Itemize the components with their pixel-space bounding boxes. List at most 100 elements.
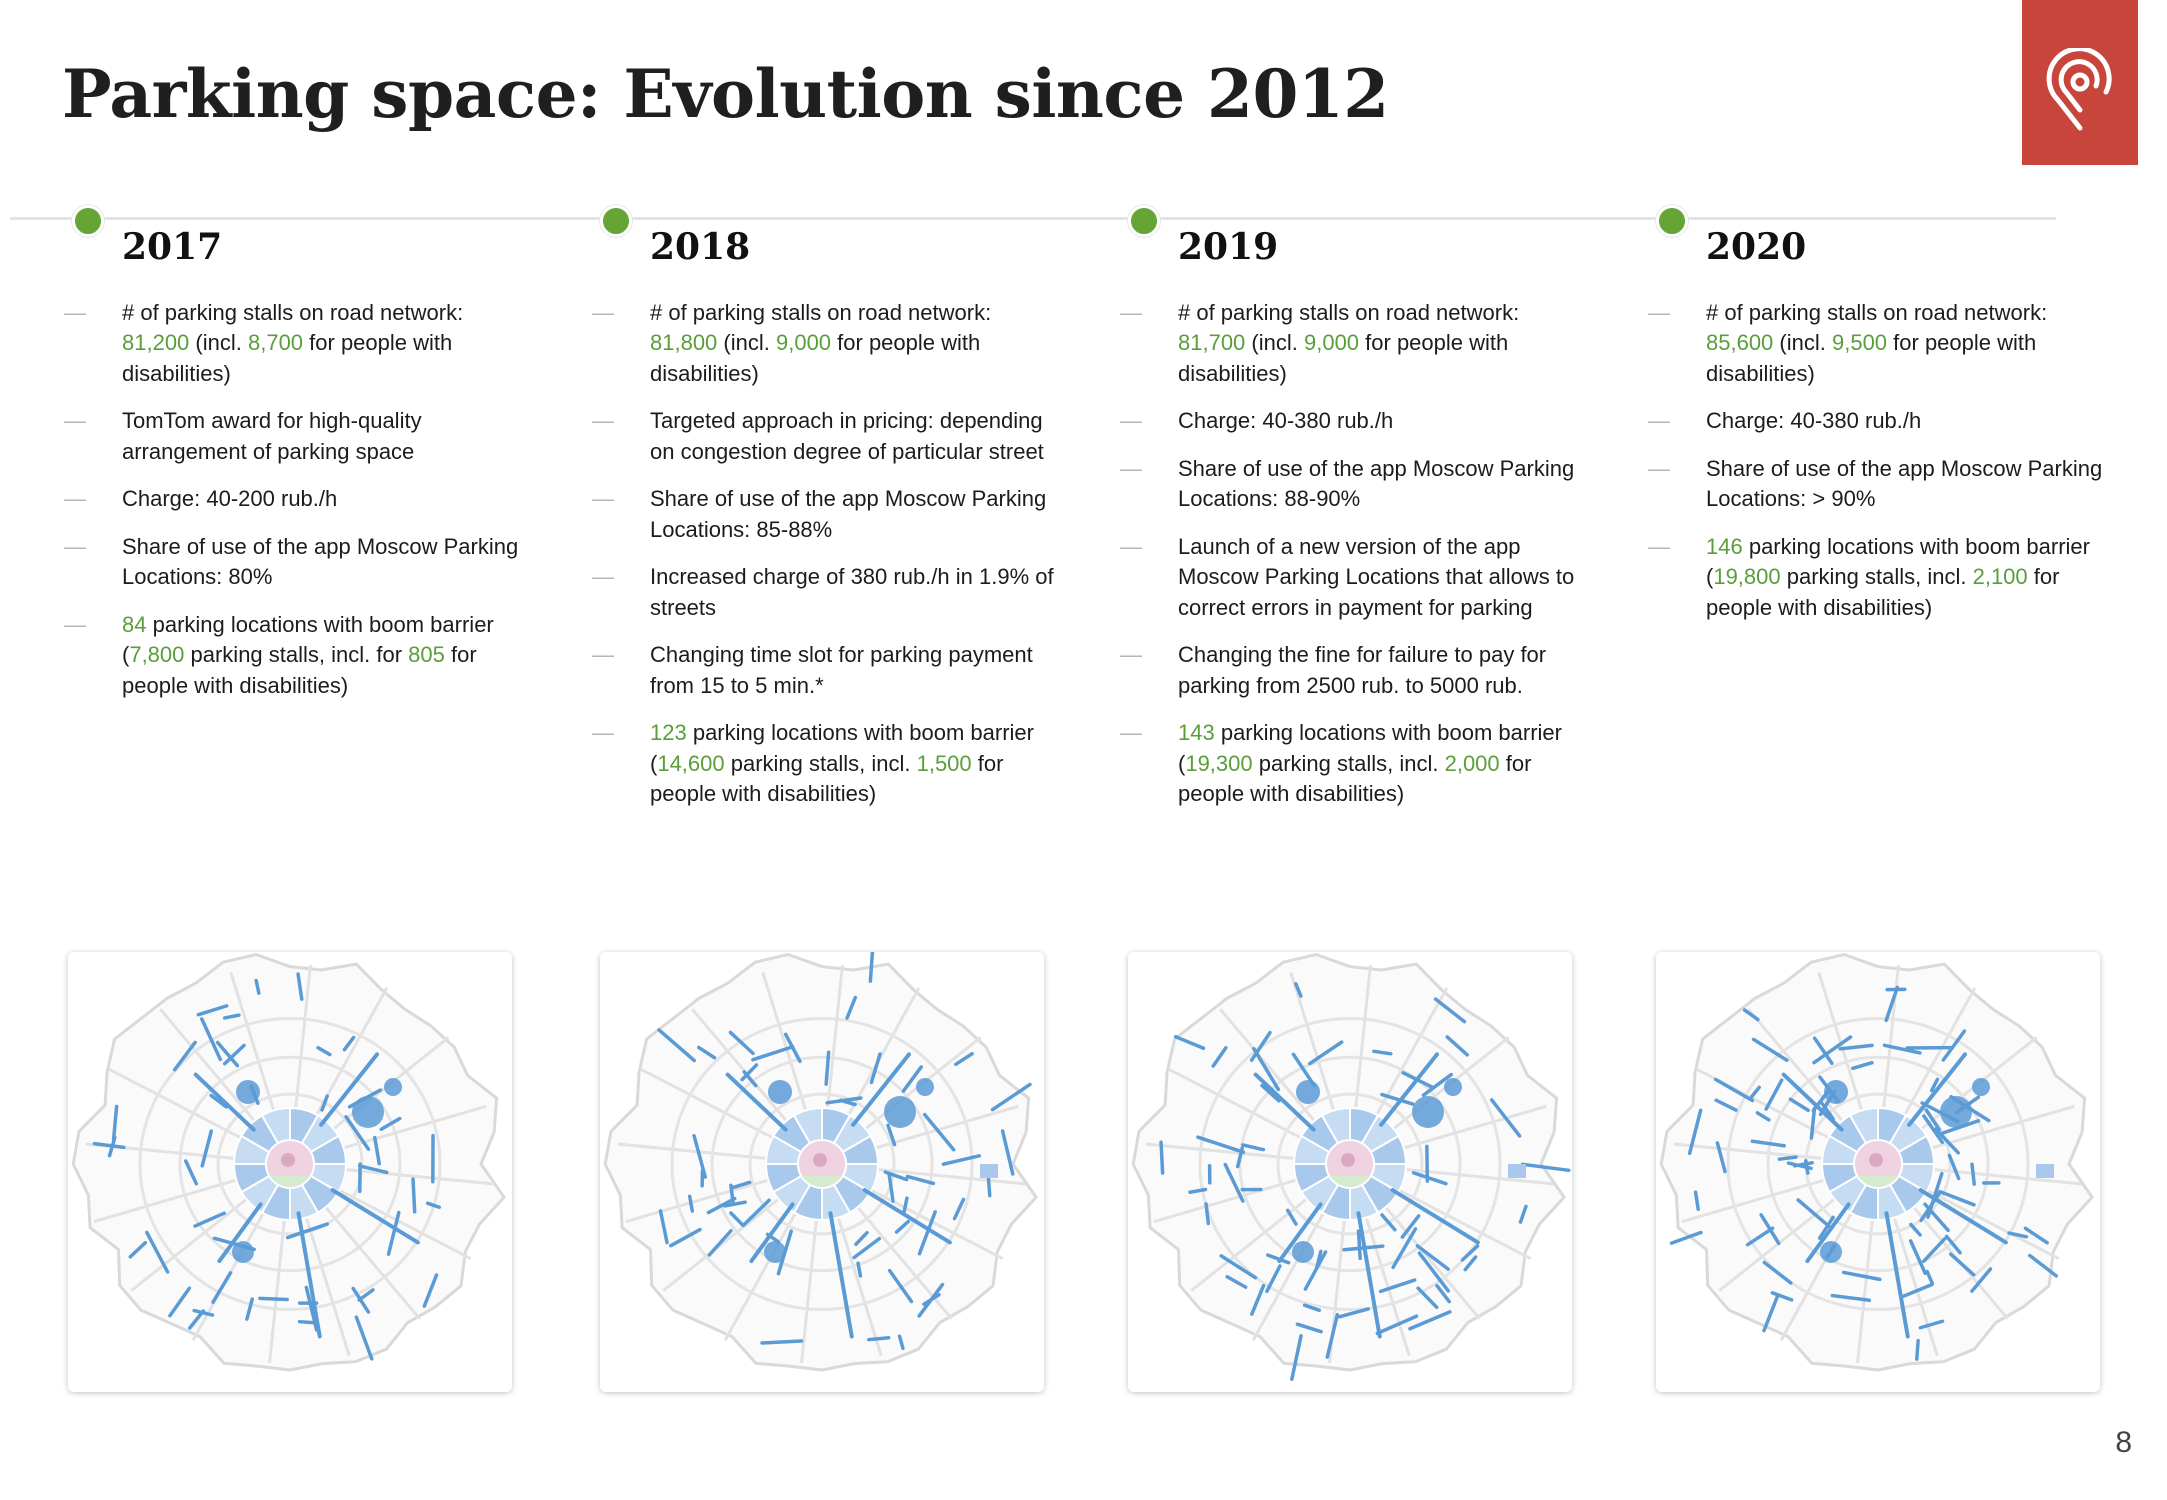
bullet-item: Targeted approach in pricing: depending … <box>592 406 1062 467</box>
bullet-text: (incl. <box>717 330 776 356</box>
highlight-value: 84 <box>122 611 147 637</box>
highlight-value: 81,700 <box>1178 330 1246 356</box>
moscow-parking-map <box>1656 952 2100 1392</box>
highlight-value: 146 <box>1706 533 1743 559</box>
bullet-text: for people with disabilities) <box>1706 564 2060 620</box>
timeline-dot-2020 <box>1656 205 1688 237</box>
bullet-item: Share of use of the app Moscow Parking L… <box>64 532 534 593</box>
year-heading: 2017 <box>122 226 223 268</box>
bullet-text: Changing the fine for failure to pay for… <box>1178 642 1547 698</box>
year-heading: 2020 <box>1706 226 1807 268</box>
bullet-text: Share of use of the app Moscow Parking L… <box>122 533 519 590</box>
bullet-text: parking stalls, incl. <box>1780 564 1973 590</box>
bullet-item: 123 parking locations with boom barrier … <box>592 718 1062 810</box>
bullet-item: Share of use of the app Moscow Parking L… <box>1648 454 2118 515</box>
highlight-value: 81,800 <box>650 330 718 356</box>
bullet-text: # of parking stalls on road network: <box>1706 299 2048 325</box>
bullet-text: parking stalls, incl. for <box>184 642 409 668</box>
bullet-item: # of parking stalls on road network: 81,… <box>64 298 534 390</box>
highlight-value: 9,000 <box>775 330 832 356</box>
highlight-value: 14,600 <box>657 750 725 776</box>
highlight-value: 7,800 <box>129 642 185 668</box>
bullet-text: parking locations with boom barrier ( <box>122 611 494 668</box>
bullet-item: Increased charge of 380 rub./h in 1.9% o… <box>592 562 1062 623</box>
bullet-item: # of parking stalls on road network: 81,… <box>1120 298 1590 390</box>
highlight-value: 2,100 <box>1972 564 2028 590</box>
highlight-value: 2,000 <box>1444 750 1500 776</box>
page-title: Parking space: Evolution since 2012 <box>62 55 1389 133</box>
bullet-item: Share of use of the app Moscow Parking L… <box>1120 454 1590 515</box>
highlight-value: 85,600 <box>1706 330 1774 356</box>
bullet-item: # of parking stalls on road network: 81,… <box>592 298 1062 390</box>
bullet-text: Changing time slot for parking payment f… <box>650 642 1033 698</box>
bullet-text: for people with disabilities) <box>122 642 477 698</box>
bullet-item: Charge: 40-200 rub./h <box>64 484 534 515</box>
bullet-item: Share of use of the app Moscow Parking L… <box>592 484 1062 545</box>
bullet-text: # of parking stalls on road network: <box>1178 299 1520 325</box>
year-heading: 2019 <box>1178 226 1279 268</box>
highlight-value: 9,000 <box>1303 330 1360 356</box>
year-column: 2018 # of parking stalls on road network… <box>592 226 1062 827</box>
bullet-item: Changing the fine for failure to pay for… <box>1120 640 1590 701</box>
bullet-text: (incl. <box>1245 330 1304 356</box>
highlight-value: 19,800 <box>1713 564 1781 590</box>
bullet-text: # of parking stalls on road network: <box>650 299 992 325</box>
timeline-dot-2018 <box>600 205 632 237</box>
bullet-text: parking stalls, incl. <box>1252 750 1445 776</box>
bullet-text: Charge: 40-200 rub./h <box>122 486 338 512</box>
timeline-line <box>10 217 2056 220</box>
year-column: 2019 # of parking stalls on road network… <box>1120 226 1590 827</box>
bullet-text: TomTom award for high-quality arrangemen… <box>122 408 422 464</box>
highlight-value: 9,500 <box>1831 330 1888 356</box>
bullet-text: Charge: 40-380 rub./h <box>1178 408 1394 434</box>
location-pin-logo-icon <box>2046 48 2112 131</box>
bullet-text: Charge: 40-380 rub./h <box>1706 408 1922 434</box>
bullet-text: Launch of a new version of the app Mosco… <box>1178 533 1575 620</box>
bullet-text: for people with disabilities) <box>1178 330 1509 386</box>
timeline-dot-2019 <box>1128 205 1160 237</box>
bullet-item: Charge: 40-380 rub./h <box>1648 406 2118 437</box>
highlight-value: 1,500 <box>916 750 972 776</box>
bullet-text: Share of use of the app Moscow Parking L… <box>1178 455 1575 512</box>
bullet-item: # of parking stalls on road network: 85,… <box>1648 298 2118 390</box>
moscow-parking-map <box>1128 952 1572 1392</box>
highlight-value: 81,200 <box>122 330 190 356</box>
bullet-text: parking stalls, incl. <box>724 750 917 776</box>
bullet-item: 146 parking locations with boom barrier … <box>1648 532 2118 624</box>
year-heading: 2018 <box>650 226 751 268</box>
page-number: 8 <box>2115 1426 2132 1459</box>
brand-logo <box>2022 0 2138 165</box>
bullet-item: Changing time slot for parking payment f… <box>592 640 1062 701</box>
bullet-list: # of parking stalls on road network: 85,… <box>1648 298 2118 624</box>
bullet-text: parking locations with boom barrier ( <box>1178 720 1562 776</box>
highlight-value: 19,300 <box>1185 750 1253 776</box>
bullet-text: for people with disabilities) <box>650 330 981 386</box>
highlight-value: 143 <box>1178 720 1215 746</box>
bullet-text: Targeted approach in pricing: depending … <box>650 408 1044 464</box>
bullet-text: for people with disabilities) <box>650 750 1004 807</box>
year-column: 2017 # of parking stalls on road network… <box>64 226 534 718</box>
bullet-item: 143 parking locations with boom barrier … <box>1120 718 1590 810</box>
bullet-list: # of parking stalls on road network: 81,… <box>64 298 534 702</box>
moscow-parking-map <box>600 952 1044 1392</box>
bullet-text: parking locations with boom barrier ( <box>1706 533 2090 590</box>
highlight-value: 123 <box>650 720 687 746</box>
highlight-value: 805 <box>408 642 445 668</box>
bullet-text: Share of use of the app Moscow Parking L… <box>650 486 1047 542</box>
bullet-text: # of parking stalls on road network: <box>122 299 464 325</box>
bullet-text: (incl. <box>1773 330 1832 356</box>
bullet-text: Increased charge of 380 rub./h in 1.9% o… <box>650 564 1054 620</box>
bullet-item: TomTom award for high-quality arrangemen… <box>64 406 534 467</box>
moscow-parking-map <box>68 952 512 1392</box>
bullet-item: 84 parking locations with boom barrier (… <box>64 610 534 702</box>
bullet-text: (incl. <box>189 330 248 356</box>
bullet-list: # of parking stalls on road network: 81,… <box>592 298 1062 810</box>
bullet-text: for people with disabilities) <box>122 330 453 386</box>
bullet-text: Share of use of the app Moscow Parking L… <box>1706 455 2103 512</box>
timeline-dot-2017 <box>72 205 104 237</box>
bullet-list: # of parking stalls on road network: 81,… <box>1120 298 1590 810</box>
year-column: 2020 # of parking stalls on road network… <box>1648 226 2118 640</box>
bullet-text: for people with disabilities) <box>1706 330 2037 386</box>
bullet-text: parking locations with boom barrier ( <box>650 720 1034 776</box>
bullet-item: Charge: 40-380 rub./h <box>1120 406 1590 437</box>
